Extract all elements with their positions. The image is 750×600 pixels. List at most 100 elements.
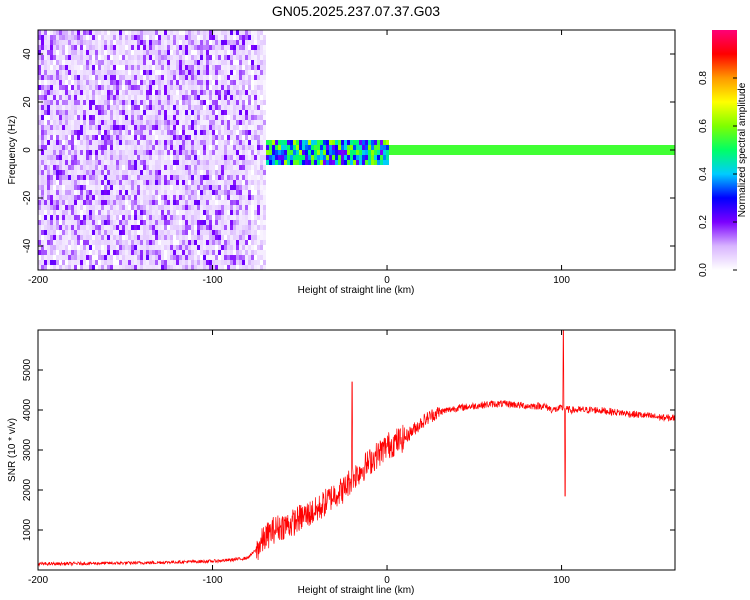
heatmap-cell	[299, 150, 302, 155]
heatmap-cell	[149, 170, 152, 175]
heatmap-cell	[80, 60, 83, 65]
heatmap-cell	[230, 60, 233, 65]
heatmap-cell	[245, 130, 248, 135]
heatmap-cell	[230, 205, 233, 210]
heatmap-cell	[476, 150, 479, 155]
heatmap-cell	[131, 40, 134, 45]
heatmap-cell	[263, 150, 266, 155]
heatmap-cell	[158, 245, 161, 250]
heatmap-cell	[392, 150, 395, 155]
heatmap-cell	[188, 210, 191, 215]
heatmap-cell	[59, 105, 62, 110]
heatmap-cell	[125, 105, 128, 110]
heatmap-cell	[263, 195, 266, 200]
heatmap-cell	[242, 235, 245, 240]
heatmap-cell	[239, 70, 242, 75]
heatmap-cell	[185, 265, 188, 270]
heatmap-cell	[332, 160, 335, 165]
heatmap-cell	[167, 30, 170, 35]
heatmap-cell	[47, 145, 50, 150]
heatmap-cell	[50, 120, 53, 125]
heatmap-cell	[197, 40, 200, 45]
heatmap-cell	[215, 240, 218, 245]
heatmap-cell	[170, 145, 173, 150]
heatmap-cell	[113, 200, 116, 205]
heatmap-cell	[338, 155, 341, 160]
heatmap-cell	[248, 85, 251, 90]
heatmap-cell	[38, 140, 41, 145]
heatmap-cell	[188, 50, 191, 55]
heatmap-cell	[248, 75, 251, 80]
heatmap-cell	[203, 170, 206, 175]
heatmap-cell	[137, 235, 140, 240]
heatmap-cell	[131, 150, 134, 155]
heatmap-cell	[206, 160, 209, 165]
colorbar-label: Normalized spectral amplitude	[737, 82, 748, 217]
heatmap-cell	[173, 185, 176, 190]
heatmap-cell	[56, 205, 59, 210]
heatmap-cell	[161, 215, 164, 220]
heatmap-cell	[239, 30, 242, 35]
heatmap-cell	[140, 200, 143, 205]
heatmap-cell	[80, 30, 83, 35]
heatmap-cell	[161, 135, 164, 140]
heatmap-cell	[407, 150, 410, 155]
heatmap-cell	[149, 265, 152, 270]
heatmap-cell	[527, 145, 530, 150]
heatmap-cell	[275, 160, 278, 165]
heatmap-cell	[131, 70, 134, 75]
heatmap-cell	[230, 170, 233, 175]
snr-y-tick-label: 2000	[22, 478, 33, 501]
heatmap-cell	[125, 210, 128, 215]
heatmap-cell	[164, 55, 167, 60]
heatmap-cell	[185, 215, 188, 220]
heatmap-cell	[185, 85, 188, 90]
heatmap-cell	[254, 165, 257, 170]
heatmap-cell	[242, 110, 245, 115]
heatmap-cell	[128, 170, 131, 175]
heatmap-cell	[173, 60, 176, 65]
heatmap-cell	[83, 175, 86, 180]
heatmap-cell	[299, 140, 302, 145]
heatmap-cell	[44, 170, 47, 175]
heatmap-cell	[260, 180, 263, 185]
heatmap-cell	[197, 70, 200, 75]
heatmap-cell	[113, 220, 116, 225]
heatmap-cell	[119, 235, 122, 240]
heatmap-cell	[158, 130, 161, 135]
heatmap-cell	[44, 90, 47, 95]
heatmap-cell	[218, 260, 221, 265]
heatmap-cell	[47, 230, 50, 235]
heatmap-cell	[155, 215, 158, 220]
heatmap-cell	[128, 210, 131, 215]
heatmap-cell	[194, 120, 197, 125]
heatmap-cell	[215, 95, 218, 100]
heatmap-cell	[176, 245, 179, 250]
heatmap-cell	[137, 205, 140, 210]
heatmap-cell	[359, 140, 362, 145]
heatmap-cell	[227, 60, 230, 65]
heatmap-cell	[98, 225, 101, 230]
heatmap-cell	[128, 100, 131, 105]
heatmap-cell	[545, 150, 548, 155]
heatmap-cell	[86, 45, 89, 50]
heatmap-cell	[137, 190, 140, 195]
heatmap-cell	[218, 165, 221, 170]
heatmap-cell	[41, 180, 44, 185]
heatmap-cell	[182, 155, 185, 160]
heatmap-cell	[149, 245, 152, 250]
heatmap-cell	[209, 160, 212, 165]
heatmap-cell	[68, 80, 71, 85]
heatmap-cell	[164, 200, 167, 205]
heatmap-cell	[77, 205, 80, 210]
heatmap-cell	[65, 225, 68, 230]
heatmap-cell	[95, 225, 98, 230]
heatmap-cell	[152, 245, 155, 250]
heatmap-cell	[221, 100, 224, 105]
heatmap-cell	[134, 225, 137, 230]
heatmap-cell	[203, 65, 206, 70]
heatmap-cell	[86, 75, 89, 80]
heatmap-cell	[116, 220, 119, 225]
heatmap-cell	[98, 215, 101, 220]
heatmap-cell	[116, 265, 119, 270]
